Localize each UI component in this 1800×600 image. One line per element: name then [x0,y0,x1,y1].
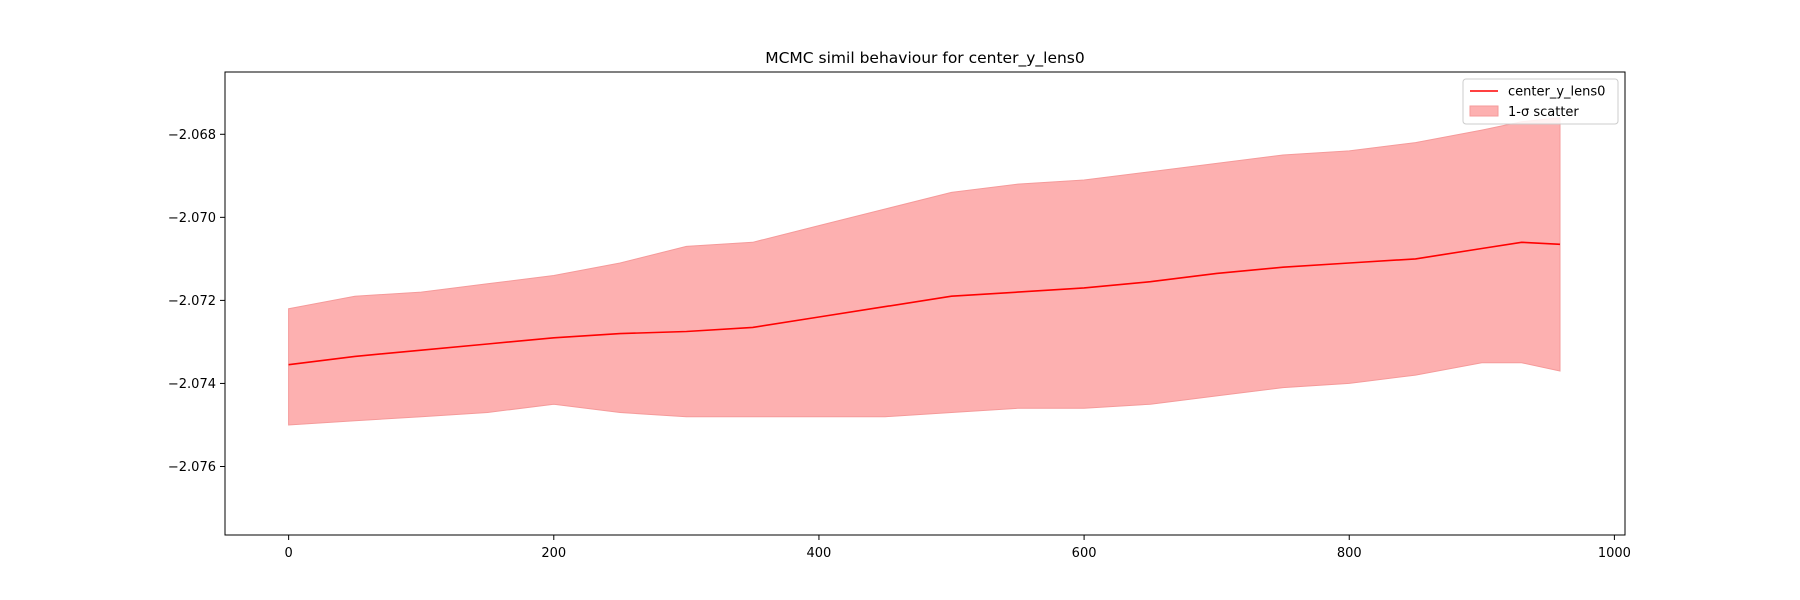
legend-band-swatch [1469,105,1499,117]
y-tick-label: −2.068 [168,128,216,143]
x-axis: 0 200 400 600 800 1000 [284,535,1631,561]
x-tick-label: 1000 [1598,546,1631,561]
y-tick-label: −2.076 [168,460,216,475]
x-tick-label: 800 [1337,546,1362,561]
legend-box [1462,78,1619,125]
chart-title: MCMC simil behaviour for center_y_lens0 [765,49,1085,68]
y-axis: −2.076 −2.074 −2.072 −2.070 −2.068 [168,128,225,475]
x-tick-label: 600 [1072,546,1097,561]
series-line-center-y-lens0 [288,241,1561,366]
x-tick-label: 200 [541,546,566,561]
y-tick-label: −2.074 [168,377,216,392]
sigma-band-area [288,117,1561,426]
legend-label-band: 1-σ scatter [1508,105,1579,120]
band-layer [288,117,1561,426]
y-tick-label: −2.072 [168,294,216,309]
y-tick-label: −2.070 [168,211,216,226]
x-tick-label: 0 [284,546,292,561]
legend-label-line: center_y_lens0 [1508,85,1605,100]
plot-frame [224,71,1626,536]
legend: center_y_lens0 1-σ scatter [1462,78,1619,125]
x-tick-label: 400 [807,546,832,561]
line-layer [288,241,1561,366]
